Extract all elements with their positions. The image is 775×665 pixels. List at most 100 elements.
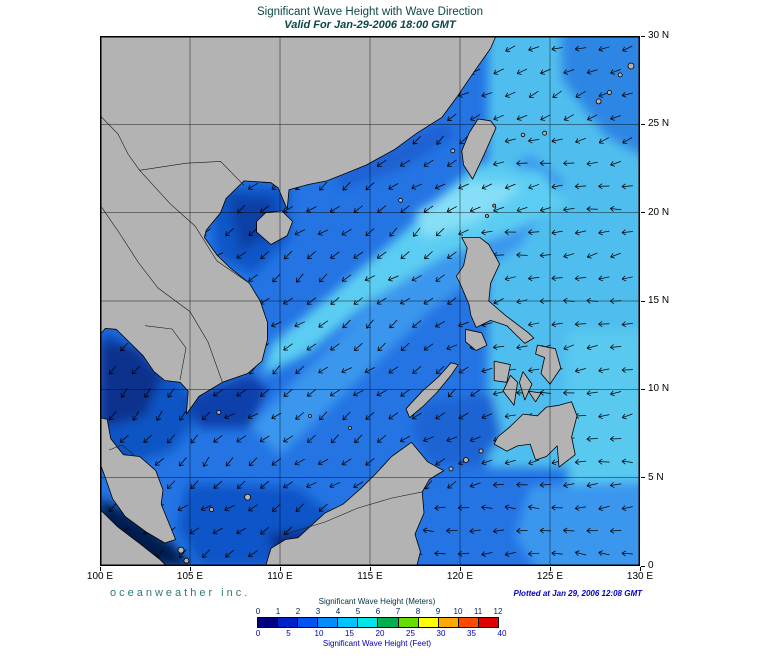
wave-arrow xyxy=(108,365,117,375)
wave-arrow xyxy=(621,505,633,511)
wave-arrow xyxy=(190,480,199,490)
legend-meters-tick: 1 xyxy=(275,607,281,616)
legend-feet-tick: 40 xyxy=(497,629,507,638)
wave-arrow xyxy=(330,434,339,444)
ocean-sulu-sea xyxy=(412,394,502,466)
lat-label: 25 N xyxy=(648,118,670,130)
wave-arrow xyxy=(190,434,199,444)
wave-arrow xyxy=(551,275,563,282)
wave-arrow xyxy=(610,482,622,488)
wave-arrow xyxy=(493,160,505,167)
wave-arrow xyxy=(424,251,433,260)
wave-arrow xyxy=(272,365,281,375)
lat-label: 30 N xyxy=(648,30,670,41)
legend-feet-tick: 35 xyxy=(467,629,476,638)
wave-arrow xyxy=(446,436,458,443)
lon-tickmark xyxy=(549,567,551,571)
wave-arrow xyxy=(493,206,505,213)
wave-arrow xyxy=(609,205,622,212)
legend-meters-tick: 11 xyxy=(473,607,483,616)
wave-arrow xyxy=(411,275,422,282)
wave-arrow xyxy=(552,90,562,98)
wave-arrow xyxy=(504,551,516,557)
wave-arrow xyxy=(236,435,247,443)
wave-arrow xyxy=(492,481,505,488)
legend-bar-cell xyxy=(338,618,359,627)
wave-arrow xyxy=(516,68,528,75)
wave-arrow xyxy=(306,343,317,351)
wave-arrow xyxy=(294,229,305,236)
wave-arrow xyxy=(563,527,575,534)
wave-arrow xyxy=(120,342,129,352)
legend-feet-tick: 15 xyxy=(345,629,354,638)
wave-arrow xyxy=(598,46,610,52)
wave-arrow xyxy=(505,91,516,98)
wave-arrow xyxy=(609,435,622,442)
legend-meters-tick: 5 xyxy=(355,607,361,616)
country-border xyxy=(101,207,223,383)
land-island xyxy=(448,466,454,472)
wave-arrow xyxy=(493,68,504,75)
wave-arrow xyxy=(610,161,622,167)
wave-arrow xyxy=(435,365,445,375)
wave-arrow xyxy=(166,480,176,490)
legend-bar-cell xyxy=(278,618,299,627)
wave-arrow xyxy=(621,321,633,328)
wave-arrow xyxy=(610,390,622,397)
wave-arrow xyxy=(447,159,457,167)
wave-arrow xyxy=(435,412,445,420)
wave-arrow xyxy=(329,482,341,489)
legend-bar-cell xyxy=(378,618,399,627)
wave-arrow xyxy=(504,413,516,419)
legend-bar-cell xyxy=(398,618,419,627)
land-island xyxy=(617,72,623,78)
land-negros xyxy=(502,374,518,406)
wave-arrow xyxy=(389,319,398,329)
wave-arrow xyxy=(622,137,633,144)
wave-arrow xyxy=(493,528,505,534)
legend-feet-tick: 5 xyxy=(286,629,291,638)
wave-arrow xyxy=(388,275,399,282)
land xyxy=(100,36,635,566)
wave-arrow xyxy=(598,413,610,420)
wave-arrow xyxy=(586,344,598,351)
wave-arrow xyxy=(621,550,633,557)
wave-arrow xyxy=(412,227,421,237)
legend-bar-cell xyxy=(418,618,439,627)
legend-bar-cell xyxy=(358,618,379,627)
wave-arrow xyxy=(295,411,305,420)
wave-arrow xyxy=(295,503,304,512)
legend-meters-tick: 7 xyxy=(395,607,401,616)
wave-arrow xyxy=(330,251,340,259)
wave-arrow xyxy=(388,366,399,374)
wave-arrow xyxy=(307,251,316,260)
wave-arrow xyxy=(434,183,446,190)
figure-title: Significant Wave Height with Wave Direct… xyxy=(256,6,484,18)
wave-arrow xyxy=(551,321,563,328)
wave-arrow xyxy=(481,504,493,511)
wave-arrow xyxy=(412,320,422,328)
wave-arrow xyxy=(551,504,563,511)
wave-arrow xyxy=(621,413,633,420)
wave-arrow xyxy=(621,458,633,465)
wave-arrow xyxy=(213,435,223,443)
wave-arrow xyxy=(470,114,481,121)
wave-arrow xyxy=(412,365,422,374)
wave-arrow xyxy=(469,436,481,443)
lon-label: 130 E xyxy=(626,571,654,582)
legend-bar xyxy=(257,617,499,628)
wave-arrow xyxy=(621,183,633,190)
wave-arrow xyxy=(446,206,457,213)
wave-arrow xyxy=(434,505,446,511)
wave-arrow xyxy=(504,137,516,144)
land-island xyxy=(520,132,526,138)
legend-feet-label: Significant Wave Height (Feet) xyxy=(322,639,432,648)
land-island xyxy=(398,197,404,203)
lat-tickmark xyxy=(641,123,645,125)
wave-arrow xyxy=(563,160,575,167)
wave-arrow xyxy=(317,458,329,466)
land-cebu xyxy=(519,371,533,401)
wave-arrow xyxy=(319,181,328,191)
wave-arrow xyxy=(411,183,423,190)
